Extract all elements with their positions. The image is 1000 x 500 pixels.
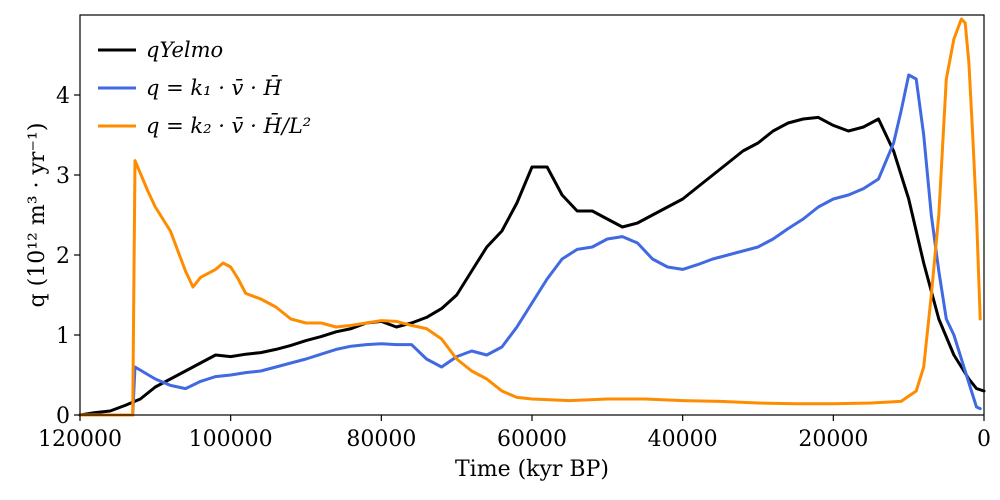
x-tick-label: 60000	[497, 427, 567, 452]
x-tick-label: 80000	[346, 427, 416, 452]
y-tick-label: 0	[56, 404, 70, 429]
legend-label-2: q = k₁ · v̄ · H̄	[146, 75, 282, 100]
legend: qYelmo q = k₁ · v̄ · H̄ q = k₂ · v̄ · H̄/L…	[98, 38, 311, 138]
x-tick-label: 40000	[648, 427, 718, 452]
legend-label-1: qYelmo	[146, 38, 223, 62]
y-tick-label: 3	[56, 164, 70, 189]
x-axis: 120000 100000 80000 60000 40000 20000 0	[38, 415, 991, 452]
y-tick-label: 2	[56, 244, 70, 269]
series-layer	[78, 17, 986, 417]
x-axis-label: Time (kyr BP)	[455, 457, 609, 482]
x-tick-label: 100000	[189, 427, 273, 452]
plot-background	[80, 15, 984, 415]
y-tick-label: 1	[56, 324, 70, 349]
series-line-2	[78, 73, 982, 417]
x-tick-label: 120000	[38, 427, 122, 452]
x-tick-label: 20000	[798, 427, 868, 452]
y-axis-label: q (10¹² m³ · yr⁻¹)	[25, 123, 50, 308]
x-tick-label: 0	[977, 427, 991, 452]
y-tick-label: 4	[56, 84, 70, 109]
legend-label-3: q = k₂ · v̄ · H̄/L²	[146, 113, 311, 138]
series-line-3	[78, 17, 982, 417]
series-line-1	[78, 115, 986, 417]
y-axis: 0 1 2 3 4	[56, 84, 80, 429]
